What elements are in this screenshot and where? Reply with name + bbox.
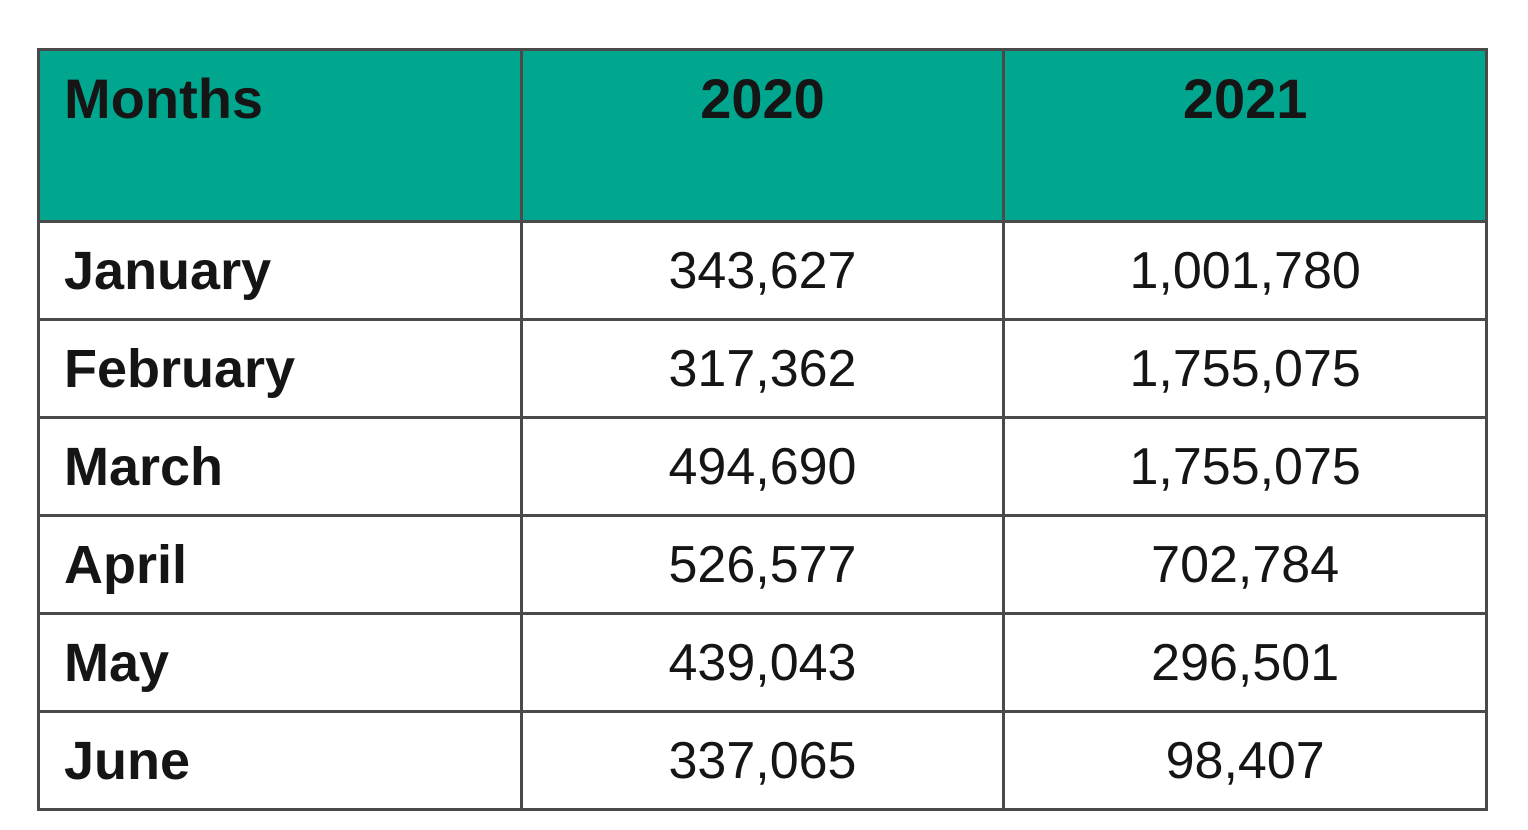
value-2021-cell: 1,001,780 bbox=[1002, 220, 1488, 321]
table-row: January 343,627 1,001,780 bbox=[37, 220, 1488, 321]
value-2021-cell: 98,407 bbox=[1002, 710, 1488, 811]
value-2021-cell: 1,755,075 bbox=[1002, 416, 1488, 517]
month-cell: January bbox=[37, 220, 523, 321]
value-2021-cell: 296,501 bbox=[1002, 612, 1488, 713]
month-cell: June bbox=[37, 710, 523, 811]
table-row: May 439,043 296,501 bbox=[37, 612, 1488, 713]
header-cell-2021: 2021 bbox=[1002, 48, 1488, 223]
monthly-values-table: Months 2020 2021 January 343,627 1,001,7… bbox=[37, 48, 1488, 811]
table-row: June 337,065 98,407 bbox=[37, 710, 1488, 811]
month-cell: May bbox=[37, 612, 523, 713]
value-2020-cell: 317,362 bbox=[519, 318, 1006, 419]
table-row: March 494,690 1,755,075 bbox=[37, 416, 1488, 517]
table-row: February 317,362 1,755,075 bbox=[37, 318, 1488, 419]
value-2020-cell: 439,043 bbox=[519, 612, 1006, 713]
table-header: Months 2020 2021 bbox=[37, 48, 1488, 223]
value-2020-cell: 526,577 bbox=[519, 514, 1006, 615]
month-cell: February bbox=[37, 318, 523, 419]
header-cell-2020: 2020 bbox=[519, 48, 1006, 223]
value-2021-cell: 1,755,075 bbox=[1002, 318, 1488, 419]
month-cell: April bbox=[37, 514, 523, 615]
value-2021-cell: 702,784 bbox=[1002, 514, 1488, 615]
month-cell: March bbox=[37, 416, 523, 517]
header-row: Months 2020 2021 bbox=[37, 48, 1488, 223]
table-body: January 343,627 1,001,780 February 317,3… bbox=[37, 220, 1488, 811]
header-cell-months: Months bbox=[37, 48, 523, 223]
table-row: April 526,577 702,784 bbox=[37, 514, 1488, 615]
value-2020-cell: 337,065 bbox=[519, 710, 1006, 811]
value-2020-cell: 494,690 bbox=[519, 416, 1006, 517]
value-2020-cell: 343,627 bbox=[519, 220, 1006, 321]
